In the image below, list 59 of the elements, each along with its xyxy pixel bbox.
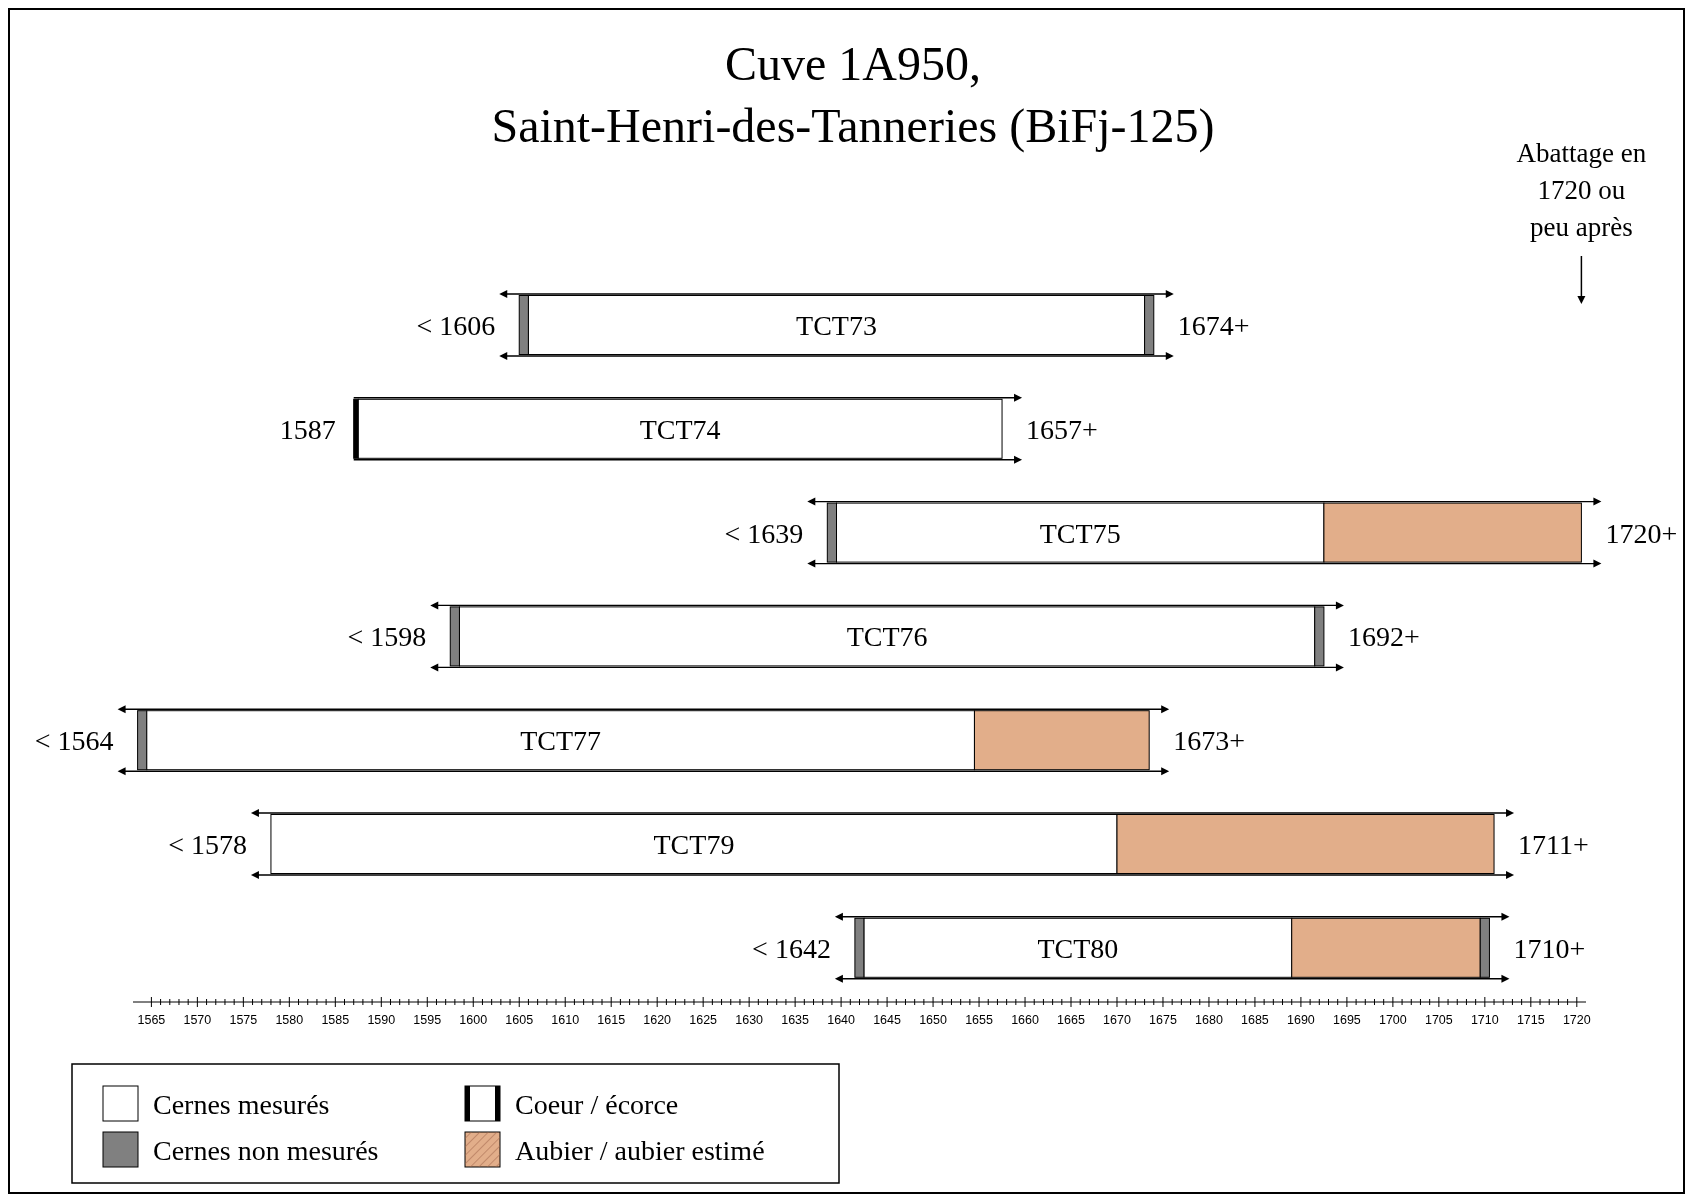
- x-tick-label: 1660: [1011, 1013, 1039, 1027]
- y-tick-label: TCT79: [653, 829, 735, 860]
- annotation: 1710+: [1513, 932, 1586, 964]
- annotation: 1673+: [1173, 725, 1245, 757]
- x-tick-label: 1710: [1470, 1013, 1499, 1027]
- x-tick-label: 1680: [1195, 1013, 1223, 1027]
- y-tick-label: TCT77: [520, 725, 602, 757]
- x-tick-label: 1565: [137, 1013, 166, 1027]
- y-tick-label: TCT80: [1037, 932, 1119, 964]
- x-tick-label: 1590: [367, 1013, 396, 1027]
- legend-label: Aubier / aubier estimé: [515, 1135, 765, 1166]
- annotation: 1657+: [1026, 413, 1098, 445]
- x-tick-label: 1575: [229, 1013, 258, 1027]
- x-tick-label: 1600: [459, 1013, 488, 1027]
- legend-label: Cernes mesurés: [153, 1089, 330, 1120]
- y-tick-label: TCT76: [846, 621, 928, 653]
- y-tick-label: TCT73: [796, 310, 877, 341]
- legend-label: Cernes non mesurés: [153, 1135, 379, 1166]
- x-tick-label: 1670: [1103, 1013, 1131, 1027]
- x-tick-label: 1645: [873, 1013, 902, 1027]
- annotation: < 1639: [724, 517, 804, 549]
- x-tick-label: 1690: [1287, 1013, 1315, 1027]
- x-tick-label: 1570: [183, 1013, 212, 1027]
- x-tick-label: 1705: [1424, 1013, 1453, 1027]
- x-tick-label: 1665: [1057, 1013, 1085, 1027]
- chart-title: Cuve 1A950, Saint-Henri-des-Tanneries (BiFj-125): [491, 37, 1215, 153]
- x-tick-label: 1695: [1332, 1013, 1361, 1027]
- legend-label: Coeur / écorce: [515, 1089, 679, 1120]
- x-tick-label: 1625: [689, 1013, 718, 1027]
- annotation: 1692+: [1347, 621, 1420, 653]
- x-tick-label: 1610: [551, 1013, 580, 1027]
- x-tick-label: 1700: [1378, 1013, 1407, 1027]
- x-tick-label: 1595: [413, 1013, 442, 1027]
- annotation: < 1598: [347, 621, 427, 653]
- x-tick-label: 1580: [275, 1013, 304, 1027]
- x-tick-label: 1650: [919, 1013, 948, 1027]
- x-tick-label: 1720: [1562, 1013, 1591, 1027]
- x-tick-label: 1615: [597, 1013, 626, 1027]
- x-tick-label: 1605: [505, 1013, 534, 1027]
- x-tick-label: 1640: [827, 1013, 856, 1027]
- y-tick-label: TCT74: [639, 413, 721, 445]
- x-tick-label: 1655: [965, 1013, 993, 1027]
- annotation: 1587: [279, 413, 336, 445]
- x-tick-label: 1635: [781, 1013, 810, 1027]
- annotation: 1674+: [1177, 310, 1250, 341]
- x-tick-label: 1715: [1516, 1013, 1545, 1027]
- y-tick-label: TCT75: [1039, 517, 1121, 549]
- text: 1720+: [1605, 517, 1678, 549]
- text: Abattage en 1720 ou peu après: [1516, 138, 1647, 242]
- annotation: 1711+: [1518, 829, 1589, 860]
- x-tick-label: 1630: [735, 1013, 764, 1027]
- annotation: < 1642: [752, 932, 831, 964]
- text: < 1564: [34, 725, 114, 757]
- x-tick-label: 1675: [1149, 1013, 1177, 1027]
- annotation: < 1578: [168, 829, 247, 860]
- x-tick-label: 1620: [643, 1013, 672, 1027]
- x-tick-label: 1685: [1241, 1013, 1269, 1027]
- annotation: < 1606: [416, 310, 496, 341]
- x-tick-label: 1585: [321, 1013, 350, 1027]
